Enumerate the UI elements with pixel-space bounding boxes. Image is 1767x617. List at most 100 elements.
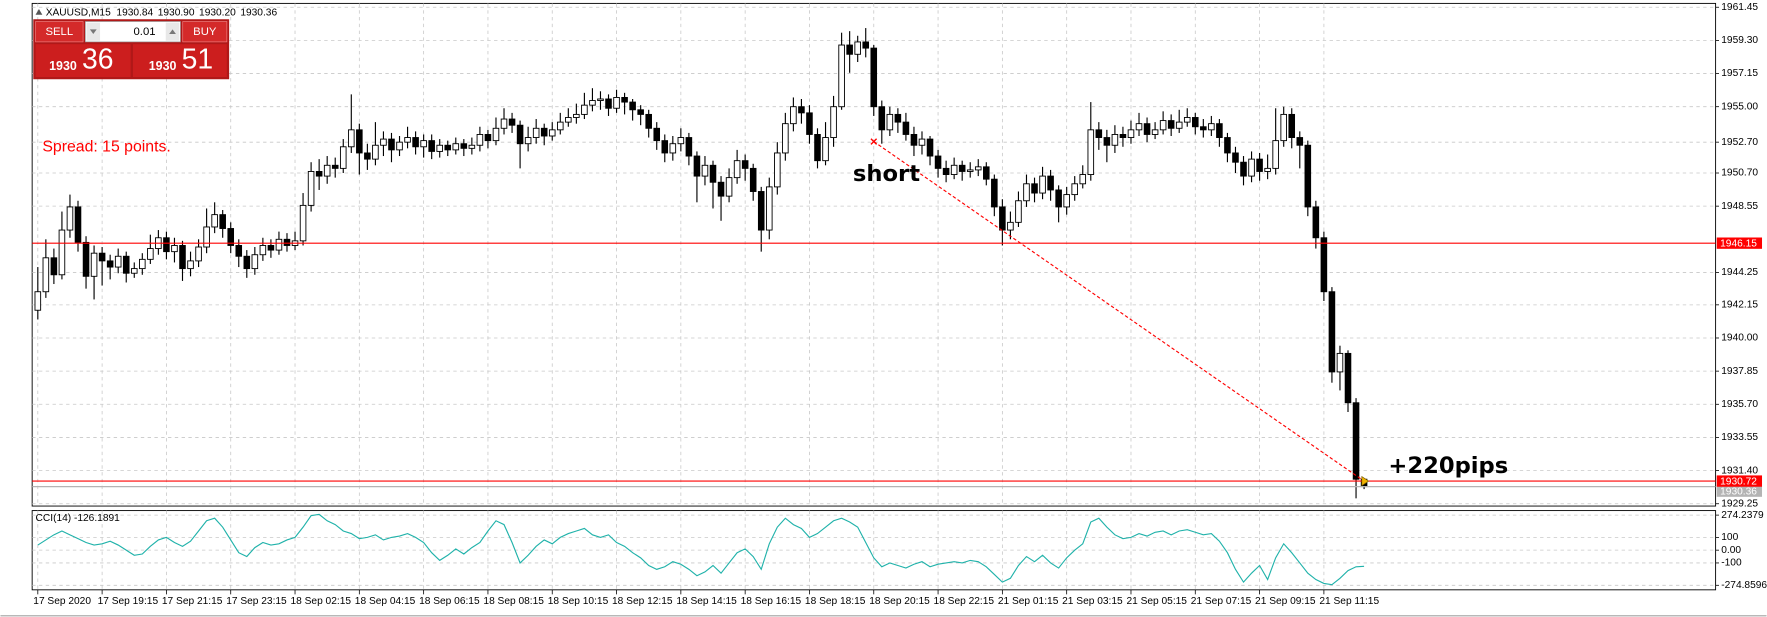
grid-layer: 17 Sep 2020 17 Sep 19:15 17 Sep 21:15 17 Se… xyxy=(32,2,1767,607)
candle-body xyxy=(106,260,114,268)
candle-body xyxy=(484,134,492,142)
candle-body xyxy=(58,229,66,276)
ask-big[interactable]: 1930 xyxy=(149,59,177,73)
candle-body xyxy=(991,178,998,208)
y-tick-label: 274.2379 xyxy=(1721,510,1764,521)
chart-header: XAUUSD,M15 1930.84 1930.90 1930.20 1930.36 xyxy=(35,7,277,18)
candle-body xyxy=(1023,183,1030,202)
quote-close: 1930.36 xyxy=(240,7,277,18)
candle-body xyxy=(404,137,411,143)
volume-box[interactable] xyxy=(85,21,181,43)
candle-body xyxy=(725,177,733,197)
candle-body xyxy=(74,206,82,243)
y-tick-label: 0.00 xyxy=(1721,545,1741,556)
price-label-box xyxy=(1716,475,1763,487)
candle-body xyxy=(1063,194,1070,208)
candle-body xyxy=(966,169,974,172)
candle-body xyxy=(1119,134,1127,138)
x-tick-label: 18 Sep 04:15 xyxy=(355,596,416,607)
trade-panel: SELL 0.01 BUY 1930 36 1930 51 xyxy=(33,19,230,80)
candle-body xyxy=(540,127,548,137)
candle-body xyxy=(565,117,572,123)
x-tick-label: 17 Sep 21:15 xyxy=(162,596,223,607)
x-tick-label: 18 Sep 06:15 xyxy=(419,596,480,607)
candle-body xyxy=(983,166,990,180)
x-tick-label: 17 Sep 23:15 xyxy=(226,596,287,607)
candle-body xyxy=(653,127,661,142)
candle-body xyxy=(1296,137,1304,146)
candle-body xyxy=(677,137,685,145)
price-label: 1930.72 xyxy=(1720,476,1757,487)
candle-body xyxy=(741,160,749,169)
y-tick-label: 1929.25 xyxy=(1721,498,1758,509)
sell-button-box[interactable] xyxy=(35,21,84,43)
sell-label[interactable]: SELL xyxy=(45,26,73,38)
bid-big[interactable]: 1930 xyxy=(49,59,77,73)
candle-body xyxy=(259,245,267,256)
volume-value[interactable]: 0.01 xyxy=(134,26,156,38)
candle-body xyxy=(323,164,331,177)
y-tick-label: -100 xyxy=(1721,558,1742,569)
candle-body xyxy=(1208,123,1215,131)
quote-open: 1930.84 xyxy=(116,7,153,18)
candle-body xyxy=(1344,352,1352,404)
candle-body xyxy=(870,47,878,108)
candle-body xyxy=(364,152,371,160)
x-tick-label: 17 Sep 2020 xyxy=(33,596,91,607)
candle-body xyxy=(1007,221,1014,231)
x-tick-label: 21 Sep 07:15 xyxy=(1191,596,1252,607)
candle-body xyxy=(830,106,837,138)
candle-body xyxy=(1183,117,1191,123)
candle-body xyxy=(412,137,419,148)
candle-body xyxy=(1240,161,1247,177)
quote-low: 1930.20 xyxy=(199,7,236,18)
candle-body xyxy=(508,118,516,126)
candle-body xyxy=(1015,200,1022,223)
bid-small[interactable]: 36 xyxy=(82,43,113,75)
sell-button[interactable]: SELL xyxy=(35,21,84,43)
x-tick-label: 18 Sep 18:15 xyxy=(805,596,866,607)
volume-down-icon xyxy=(89,29,97,34)
trade-line xyxy=(873,141,1365,482)
candle-body xyxy=(1135,123,1143,131)
candle-body xyxy=(235,245,243,257)
candle-body xyxy=(950,164,958,175)
buy-button-box[interactable] xyxy=(182,21,228,43)
candle-body xyxy=(645,113,652,129)
ask-box[interactable] xyxy=(132,44,227,77)
candle-body xyxy=(1151,129,1159,135)
trade-entry-marker xyxy=(870,138,878,145)
candle-body xyxy=(918,138,926,146)
candle-body xyxy=(516,124,524,145)
candle-body xyxy=(782,123,789,154)
buy-button[interactable]: BUY xyxy=(182,21,228,43)
candle-body xyxy=(299,204,307,242)
y-tick-label: 1944.25 xyxy=(1721,267,1758,278)
candle-body xyxy=(1328,291,1336,373)
bid-box[interactable] xyxy=(35,44,131,77)
candle-body xyxy=(1232,152,1239,163)
candle-body xyxy=(227,228,235,246)
candle-body xyxy=(380,138,387,146)
ask-small[interactable]: 51 xyxy=(182,43,213,75)
result-annotation: +220pips xyxy=(1388,453,1508,479)
x-tick-label: 18 Sep 10:15 xyxy=(548,596,609,607)
buy-label[interactable]: BUY xyxy=(193,26,217,38)
candle-body xyxy=(444,144,452,151)
candle-body xyxy=(1288,113,1296,138)
candle-body xyxy=(372,144,379,160)
candle-body xyxy=(179,245,186,270)
candle-body xyxy=(597,98,604,101)
y-tick-label: 1955.00 xyxy=(1721,101,1758,112)
candle-body xyxy=(669,143,677,154)
candle-body xyxy=(524,137,532,145)
candle-body xyxy=(790,106,797,125)
candle-body xyxy=(1280,113,1287,142)
y-tick-label: 1961.45 xyxy=(1721,2,1758,13)
candle-body xyxy=(492,127,500,142)
price-label-box xyxy=(1716,485,1763,497)
y-tick-label: 1959.30 xyxy=(1721,35,1758,46)
